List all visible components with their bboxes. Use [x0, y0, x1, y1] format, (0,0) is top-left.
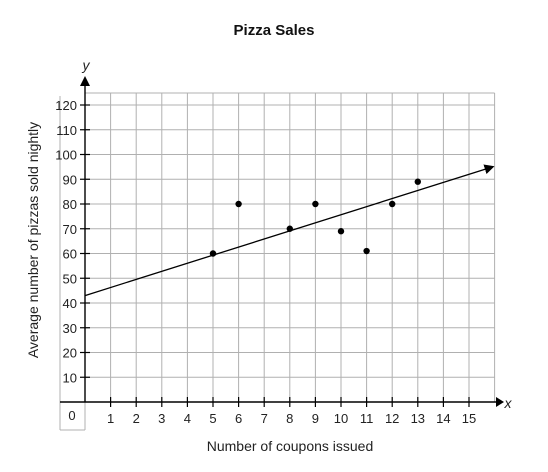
x-tick-labels: 1 2 3 4 5 6 7 8 9 10 11 12 13 14 15: [107, 411, 476, 426]
grid: [59, 92, 496, 431]
y-tick-label: 50: [63, 271, 77, 286]
y-axis-letter: y: [82, 57, 91, 73]
data-point: [414, 178, 421, 185]
y-axis-label: Average number of pizzas sold nightly: [25, 122, 41, 358]
x-tick-label: 15: [462, 411, 476, 426]
origin-label: 0: [68, 408, 75, 423]
x-tick-label: 3: [158, 411, 165, 426]
data-point: [363, 247, 370, 255]
x-tick-label: 5: [209, 411, 216, 426]
x-tick-label: 13: [411, 411, 425, 426]
y-axis-arrowhead: [80, 76, 90, 86]
data-point: [389, 200, 396, 208]
y-tick-label: 110: [56, 123, 77, 138]
data-point: [337, 228, 345, 235]
y-tick-label: 70: [63, 222, 77, 237]
data-point: [235, 200, 242, 208]
y-tick-label: 120: [55, 98, 77, 113]
x-tick-label: 7: [261, 411, 268, 426]
axes: [60, 76, 504, 407]
x-tick-label: 8: [286, 411, 293, 426]
x-tick-label: 2: [133, 411, 140, 426]
data-point: [312, 200, 319, 208]
x-axis-label: Number of coupons issued: [207, 438, 374, 454]
data-point: [286, 225, 293, 232]
x-tick-label: 6: [235, 411, 242, 426]
x-tick-label: 14: [436, 411, 450, 426]
chart-title: Pizza Sales: [234, 22, 315, 39]
y-tick-labels: 10 20 30 40 50 60 70 80 90 100 110 120: [55, 98, 77, 385]
y-tick-label: 10: [63, 370, 77, 385]
x-tick-label: 10: [334, 411, 348, 426]
y-tick-label: 90: [63, 172, 77, 187]
data-point: [209, 250, 217, 257]
y-tick-label: 30: [63, 321, 77, 336]
x-tick-label: 12: [385, 411, 399, 426]
x-tick-label: 11: [360, 411, 374, 426]
data-points: [209, 178, 421, 257]
y-tick-label: 80: [63, 197, 77, 212]
y-tick-label: 60: [63, 247, 77, 262]
x-tick-label: 1: [107, 411, 114, 426]
x-tick-label: 4: [184, 411, 191, 426]
y-tick-label: 40: [63, 296, 77, 311]
x-axis-arrowhead: [496, 397, 504, 407]
y-tick-label: 20: [63, 346, 77, 361]
x-tick-label: 9: [312, 411, 319, 426]
y-tick-label: 100: [55, 148, 77, 163]
x-axis-letter: x: [504, 395, 513, 411]
